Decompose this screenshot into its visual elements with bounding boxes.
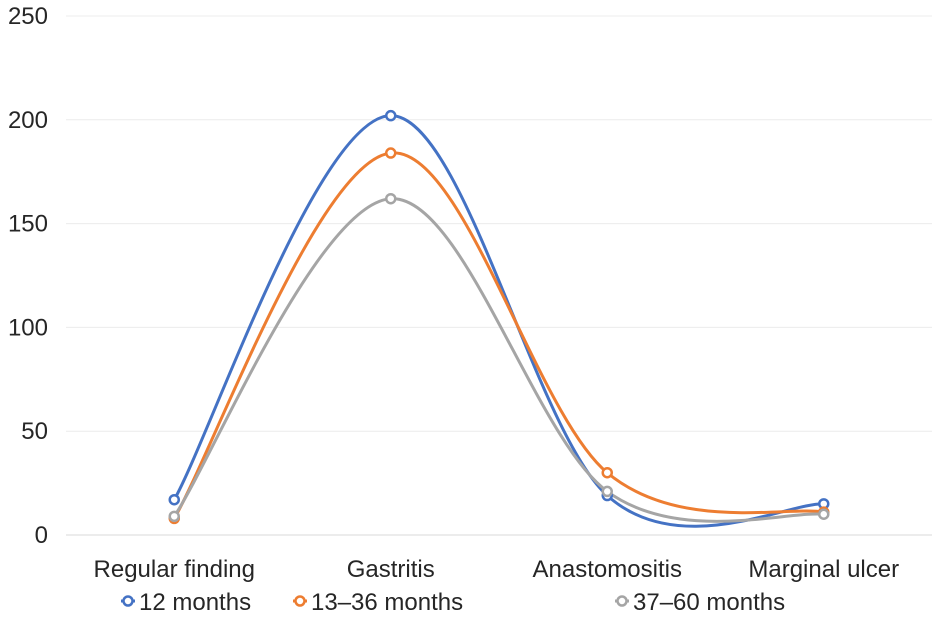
legend-label: 13–36 months xyxy=(311,589,463,616)
legend-dot xyxy=(616,595,628,607)
legend-marker-icon xyxy=(293,595,307,607)
legend-marker-icon xyxy=(615,595,629,607)
legend-dot xyxy=(294,595,306,607)
data-point xyxy=(168,510,180,523)
series-line xyxy=(172,114,826,528)
y-axis-tick-labels: 0 50 100 150 200 250 xyxy=(8,3,48,549)
x-tick-label: Anastomositis xyxy=(533,556,682,583)
data-point xyxy=(601,485,613,498)
legend-label: 12 months xyxy=(139,589,251,616)
legend-item: 13–36 months xyxy=(293,589,463,616)
legend-item: 37–60 months xyxy=(615,589,785,616)
y-tick-label: 150 xyxy=(8,211,48,238)
y-tick-label: 0 xyxy=(35,522,48,549)
data-point xyxy=(168,493,180,506)
data-point xyxy=(385,109,397,122)
y-tick-label: 50 xyxy=(21,418,48,445)
x-tick-label: Marginal ulcer xyxy=(748,556,899,583)
x-tick-label: Regular finding xyxy=(94,556,255,583)
series-layer xyxy=(168,109,830,528)
legend-marker-icon xyxy=(121,595,135,607)
legend-item: 12 months xyxy=(121,589,251,616)
data-point xyxy=(385,192,397,205)
y-tick-label: 250 xyxy=(8,3,48,30)
data-point xyxy=(601,466,613,479)
legend: 12 months 13–36 months 37–60 months xyxy=(121,589,785,616)
x-tick-label: Gastritis xyxy=(347,556,435,583)
data-point xyxy=(818,508,830,520)
series-line xyxy=(172,197,826,523)
x-axis-tick-labels: Regular finding Gastritis Anastomositis … xyxy=(94,556,900,583)
gridlines xyxy=(66,15,932,536)
data-point xyxy=(385,147,397,159)
y-tick-label: 100 xyxy=(8,314,48,341)
legend-dot xyxy=(122,595,134,607)
series-line xyxy=(172,151,826,520)
legend-label: 37–60 months xyxy=(633,589,785,616)
y-tick-label: 200 xyxy=(8,107,48,134)
